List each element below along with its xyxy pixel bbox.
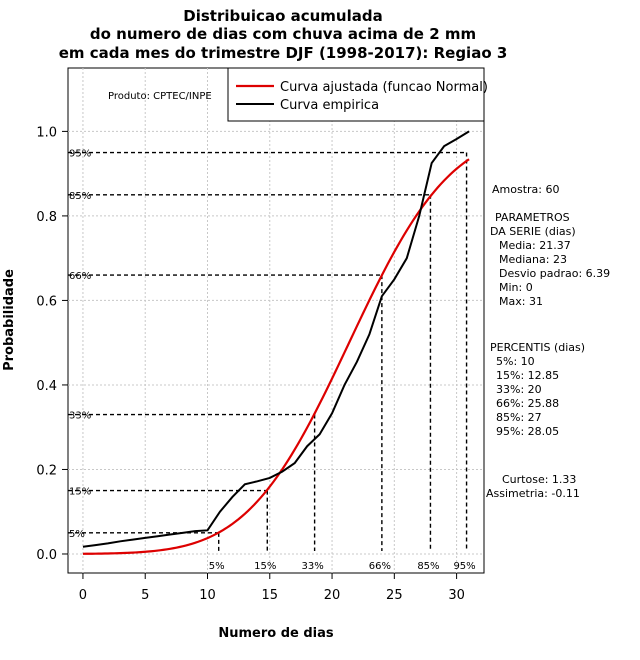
percentile-x-label-1: 15% [254,561,276,572]
param-mean: Media: 21.37 [499,239,571,252]
kurtosis: Curtose: 1.33 [502,473,576,486]
y-tick-label-1: 0.2 [36,463,57,478]
percentile-85: 85%: 27 [496,411,542,424]
empirical-line [82,130,470,548]
x-tick-label-6: 30 [448,588,465,603]
x-tick-label-0: 0 [79,588,87,603]
plot-frame [67,67,485,574]
legend-box [227,67,485,122]
x-tick-label-4: 20 [324,588,341,603]
chart-title-line-1: Distribuicao acumulada [183,7,382,25]
param-min: Min: 0 [499,281,533,294]
percentile-labels: 5% 5% 15% 15% 33% 33% 66% 66% 85% 85% 95% 95% [69,149,476,572]
y-tick-label-3: 0.6 [36,294,57,309]
params-title-2: DA SERIE (dias) [490,225,576,238]
chart-title-line-2: do numero de dias com chuva acima de 2 m… [90,25,476,43]
skewness: Assimetria: -0.11 [486,487,580,500]
percentile-lines [68,151,468,551]
x-axis-label: Numero de dias [218,626,334,641]
side-panel: Amostra: 60 PARAMETROS DA SERIE (dias) M… [486,183,610,500]
x-tick-label-5: 25 [386,588,403,603]
series [82,130,470,555]
percentile-x-label-0: 5% [209,561,225,572]
sample-size: Amostra: 60 [492,183,559,196]
chart-title-line-3: em cada mes do trimestre DJF (1998-2017)… [59,44,508,62]
percentiles-title: PERCENTIS (dias) [490,341,585,354]
percentile-33: 33%: 20 [496,383,542,396]
percentile-x-label-4: 85% [417,561,439,572]
x-tick-label-1: 5 [141,588,149,603]
legend-label-empirical: Curva empirica [280,98,379,113]
percentile-y-label-5: 95% [69,149,91,160]
y-tick-label-0: 0.0 [36,548,57,563]
legend: Curva ajustada (funcao Normal) Curva emp… [227,67,488,122]
x-tick-label-3: 15 [261,588,278,603]
param-max: Max: 31 [499,295,543,308]
percentile-95: 95%: 28.05 [496,425,559,438]
percentile-y-label-3: 66% [69,271,91,282]
percentile-x-label-2: 33% [301,561,323,572]
grid [68,68,484,573]
param-stddev: Desvio padrao: 6.39 [499,267,610,280]
y-axis-label: Probabilidade [2,269,17,371]
y-tick-label-4: 0.8 [36,210,57,225]
percentile-5: 5%: 10 [496,355,535,368]
param-median: Mediana: 23 [499,253,567,266]
percentile-y-label-4: 85% [69,191,91,202]
y-tick-label-5: 1.0 [36,125,57,140]
params-title-1: PARAMETROS [495,211,570,224]
percentile-y-label-2: 33% [69,411,91,422]
percentile-y-label-1: 15% [69,487,91,498]
percentile-66: 66%: 25.88 [496,397,559,410]
axis-ticks: 0 5 10 15 20 25 30 0.0 0.2 0.4 0.6 0.8 1.0 [36,125,465,603]
percentile-x-label-3: 66% [369,561,391,572]
x-tick-label-2: 10 [199,588,216,603]
percentile-15: 15%: 12.85 [496,369,559,382]
percentile-y-label-0: 5% [69,529,85,540]
fitted-normal-line [82,158,470,555]
legend-label-fitted: Curva ajustada (funcao Normal) [280,80,488,95]
percentile-x-label-5: 95% [453,561,475,572]
y-tick-label-2: 0.4 [36,379,57,394]
product-label: Produto: CPTEC/INPE [108,91,212,102]
